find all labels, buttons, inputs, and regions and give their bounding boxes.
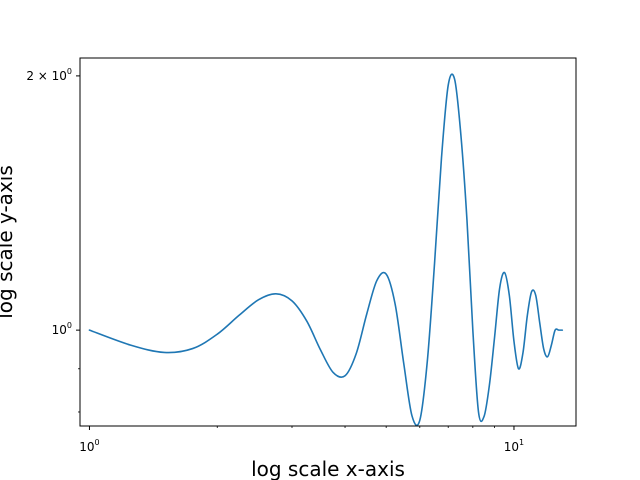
series-line-0 (88, 73, 564, 427)
x-tick-label: 101 (504, 438, 524, 454)
y-axis-label: log scale y-axis (0, 165, 17, 319)
plot-frame (79, 57, 577, 427)
x-axis-label: log scale x-axis (251, 457, 405, 480)
x-tick-label: 100 (79, 438, 99, 454)
y-tick-label: 2 × 100 (26, 67, 72, 83)
